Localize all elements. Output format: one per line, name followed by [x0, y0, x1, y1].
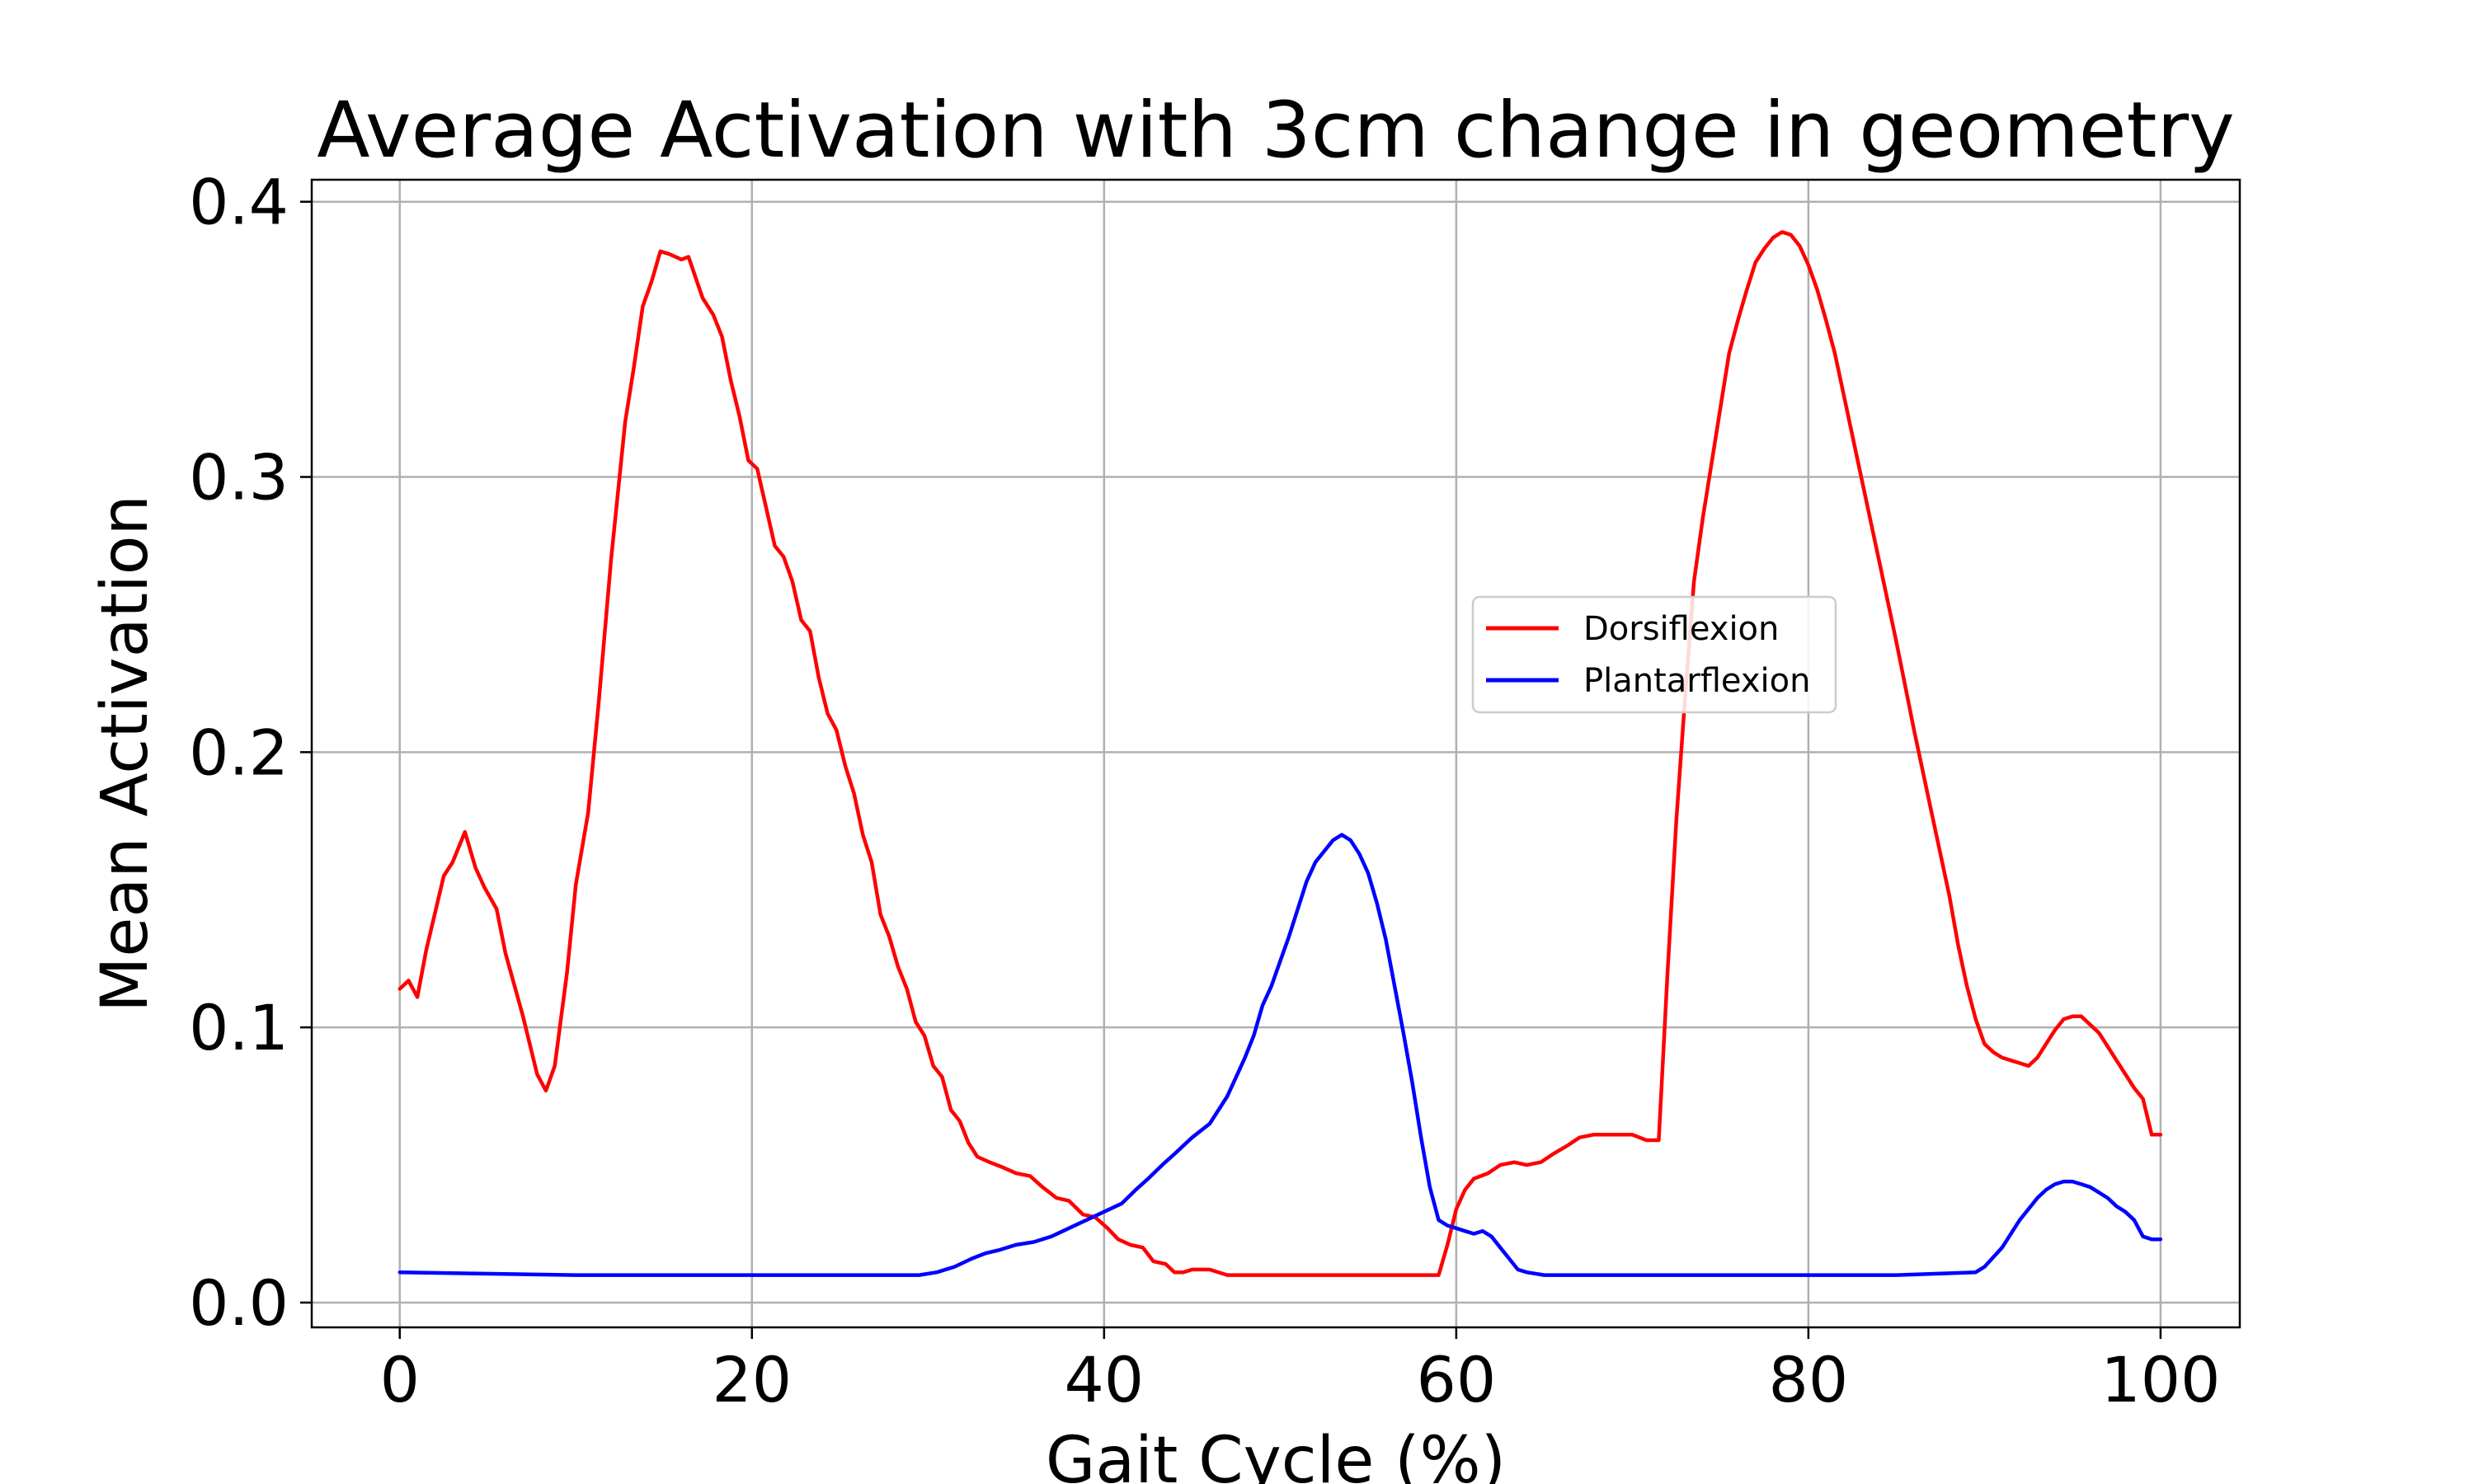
y-tick-label: 0.0: [189, 1266, 289, 1340]
plot-frame: [310, 178, 2241, 1329]
y-axis-label: Mean Activation: [88, 495, 162, 1012]
y-tick-label: 0.3: [189, 441, 289, 514]
y-tick-label: 0.2: [189, 716, 289, 789]
series-line-dorsiflexion: [397, 230, 2163, 1277]
x-tick-label: 0: [380, 1343, 420, 1416]
series-group: [397, 230, 2163, 1277]
x-axis-label: Gait Cycle (%): [1046, 1424, 1506, 1484]
legend-box: [1471, 595, 1837, 714]
legend-label-plantarflexion: Plantarflexion: [1583, 662, 1810, 700]
y-tick-label: 0.1: [189, 991, 289, 1064]
legend-label-dorsiflexion: Dorsiflexion: [1583, 610, 1779, 648]
y-tick-label: 0.4: [189, 166, 289, 239]
ticks: 0 20 40 60 80 100 0.0 0.1 0.2 0.3 0.4: [189, 166, 2220, 1416]
x-tick-label: 100: [2100, 1343, 2220, 1416]
chart-title: Average Activation with 3cm change in ge…: [317, 86, 2235, 176]
x-tick-label: 40: [1064, 1343, 1144, 1416]
x-tick-label: 60: [1416, 1343, 1496, 1416]
x-tick-label: 20: [712, 1343, 792, 1416]
x-tick-label: 80: [1769, 1343, 1849, 1416]
series-line-plantarflexion: [397, 833, 2163, 1277]
legend: Dorsiflexion Plantarflexion: [1471, 595, 1837, 714]
